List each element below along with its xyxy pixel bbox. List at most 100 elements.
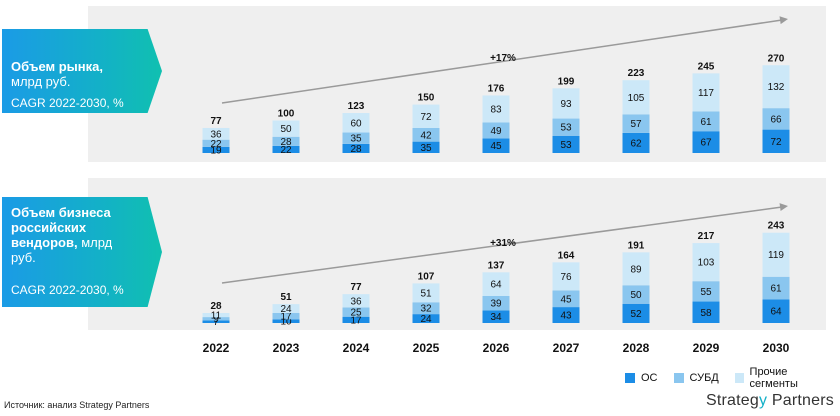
x-tick-label-2024: 2024	[343, 341, 370, 355]
market-value-label-2026-0: 45	[490, 141, 502, 152]
market-bar-2029-1	[692, 111, 720, 132]
vendors-volume-badge: Объем бизнеса российских вендоров, млрд …	[2, 197, 162, 307]
market-trend-arrowhead	[779, 16, 788, 25]
vendors-cagr-value: +31%	[490, 238, 516, 249]
market-bar-2024-2	[342, 113, 370, 133]
vendors-total-label-2022: 28	[210, 301, 222, 312]
market-value-label-2030-0: 72	[770, 137, 782, 148]
market-bar-2029-0	[692, 131, 720, 153]
vendors-bar-2026-2	[482, 272, 510, 296]
market-bar-2024-1	[342, 132, 370, 144]
market-bar-2025-1	[412, 127, 440, 142]
vendors-bar-2023-2	[272, 304, 300, 314]
x-tick-label-2030: 2030	[763, 341, 790, 355]
vendors-cagr-label: CAGR 2022-2030, %	[11, 283, 124, 297]
vendors-bar-2023-0	[272, 319, 300, 323]
market-value-label-2030-1: 66	[770, 114, 782, 125]
vendors-title-line2: российских	[11, 220, 87, 235]
market-bar-2028-2	[622, 80, 650, 115]
vendors-trend-arrowhead	[779, 203, 788, 212]
market-bar-2027-0	[552, 135, 580, 153]
market-value-label-2024-2: 60	[350, 118, 362, 129]
vendors-value-label-2022-1: 9	[213, 314, 219, 325]
vendors-bar-2026-1	[482, 295, 510, 311]
source-note: Источник: анализ Strategy Partners	[4, 400, 150, 410]
vendors-bar-2022-2	[202, 313, 230, 318]
market-bar-2029-2	[692, 73, 720, 112]
market-bar-2026-1	[482, 122, 510, 139]
vendors-value-label-2025-2: 51	[420, 288, 432, 299]
market-value-label-2028-2: 105	[628, 93, 645, 104]
vendors-title-line3: вендоров,	[11, 235, 78, 250]
market-bar-2023-1	[272, 136, 300, 146]
market-bar-2024-0	[342, 143, 370, 153]
vendors-total-label-2026: 137	[488, 260, 505, 271]
vendors-bar-2024-2	[342, 294, 370, 308]
market-value-label-2027-2: 93	[560, 99, 572, 110]
market-value-label-2025-0: 35	[420, 143, 432, 154]
vendors-bar-2029-2	[692, 243, 720, 282]
market-total-label-2030: 270	[768, 53, 785, 64]
vendors-bar-2022-1	[202, 317, 230, 321]
market-total-label-2027: 199	[558, 76, 575, 87]
vendors-value-label-2027-0: 43	[560, 311, 572, 322]
market-trend-line	[221, 19, 783, 104]
market-value-label-2026-2: 83	[490, 104, 502, 115]
vendors-value-label-2030-0: 64	[770, 307, 782, 318]
market-bar-2026-2	[482, 95, 510, 123]
market-value-label-2023-1: 28	[280, 137, 292, 148]
market-value-label-2025-2: 72	[420, 112, 432, 123]
x-tick-label-2023: 2023	[273, 341, 300, 355]
legend-label-dbms: СУБД	[689, 372, 719, 384]
vendors-value-label-2030-2: 119	[768, 250, 784, 261]
brand-part3: Partners	[767, 392, 834, 409]
vendors-value-label-2023-1: 17	[280, 312, 292, 323]
market-total-label-2022: 77	[210, 116, 222, 127]
legend-item-other: Прочие сегменты	[734, 366, 828, 390]
legend-label-os: ОС	[641, 372, 658, 384]
market-title: Объем рынка,	[11, 59, 103, 74]
vendors-value-label-2028-0: 52	[630, 309, 642, 320]
vendors-value-label-2026-0: 34	[490, 312, 502, 323]
vendors-total-label-2030: 243	[768, 221, 785, 232]
vendors-bar-2025-2	[412, 283, 440, 303]
vendors-bar-2023-1	[272, 313, 300, 320]
market-value-label-2024-0: 28	[350, 144, 362, 155]
vendors-bar-2027-0	[552, 307, 580, 323]
vendors-bar-2027-2	[552, 262, 580, 291]
vendors-bar-2022-0	[202, 320, 230, 323]
vendors-bar-2028-2	[622, 252, 650, 286]
vendors-value-label-2029-1: 55	[700, 287, 712, 298]
vendors-value-label-2029-0: 58	[700, 308, 712, 319]
vendors-value-label-2024-2: 36	[350, 296, 362, 307]
vendors-total-label-2025: 107	[418, 271, 435, 282]
market-bar-2026-0	[482, 138, 510, 153]
vendors-value-label-2025-0: 24	[420, 314, 432, 325]
vendors-value-label-2028-1: 50	[630, 290, 642, 301]
vendors-total-label-2024: 77	[350, 282, 362, 293]
vendors-value-label-2028-2: 89	[630, 264, 642, 275]
legend-swatch-other	[734, 373, 744, 383]
brand-part2: y	[759, 392, 768, 409]
market-total-label-2024: 123	[348, 101, 365, 112]
market-value-label-2022-2: 36	[210, 129, 222, 140]
market-bar-2025-2	[412, 104, 440, 128]
market-total-label-2026: 176	[488, 83, 505, 94]
x-tick-label-2022: 2022	[203, 341, 230, 355]
vendors-bar-2028-1	[622, 285, 650, 304]
vendors-bar-2027-1	[552, 290, 580, 308]
market-volume-badge: Объем рынка, млрд руб. CAGR 2022-2030, %	[2, 29, 162, 113]
market-bar-2023-2	[272, 120, 300, 137]
market-bar-2022-0	[202, 146, 230, 153]
vendors-value-label-2030-1: 61	[770, 284, 782, 295]
vendors-unit-a: млрд	[77, 235, 113, 250]
market-unit: млрд руб.	[11, 74, 71, 89]
market-bar-2030-2	[762, 65, 790, 109]
vendors-bar-2024-0	[342, 316, 370, 323]
vendors-value-label-2026-2: 64	[490, 280, 502, 291]
brand-logo: Strategy Partners	[706, 392, 834, 410]
market-value-label-2028-0: 62	[630, 138, 642, 149]
vendors-unit-b: руб.	[11, 250, 36, 265]
vendors-value-label-2024-0: 17	[350, 315, 362, 326]
